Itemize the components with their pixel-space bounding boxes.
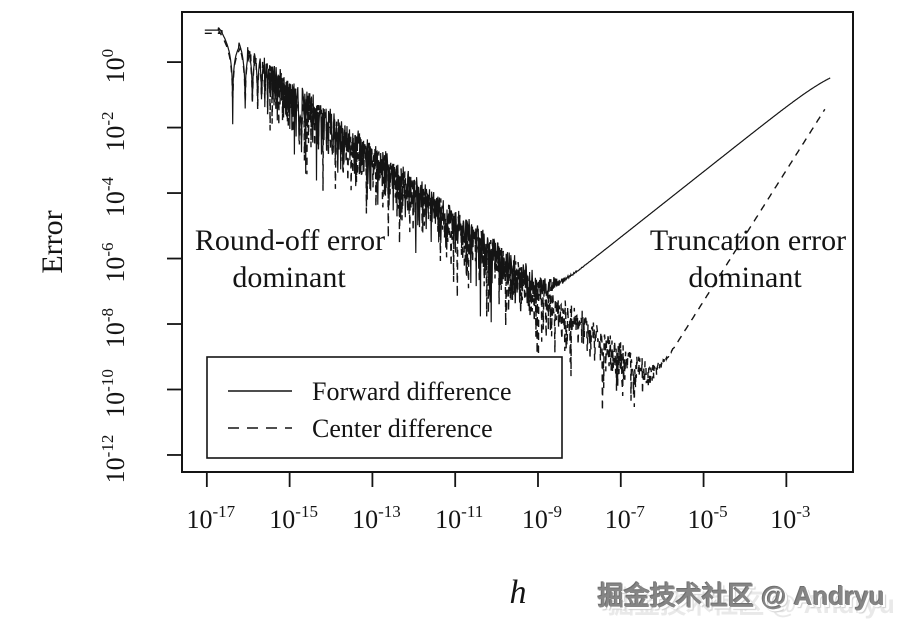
watermark: 掘金技术社区 @ Andryu 掘金技术社区 @ Andryu <box>598 576 898 620</box>
watermark-ghost-text: 掘金技术社区 @ Andryu <box>608 589 895 619</box>
watermark-text: 掘金技术社区 @ Andryu <box>598 581 885 611</box>
y-tick-label: 10-8 <box>98 308 130 348</box>
x-tick-label: 10-7 <box>605 502 646 534</box>
y-tick-label: 10-4 <box>98 176 130 217</box>
annotation-truncation: Truncation error dominant <box>650 224 846 294</box>
legend-label-center: Center difference <box>312 414 493 443</box>
y-tick-label: 10-10 <box>98 369 130 418</box>
x-tick-label: 10-11 <box>435 502 483 534</box>
y-tick-label: 10-12 <box>98 435 130 484</box>
y-tick-label: 10-6 <box>98 242 130 282</box>
x-tick-label: 10-3 <box>770 502 810 534</box>
y-tick-label: 10-2 <box>98 111 130 151</box>
annotation-roundoff: Round-off error dominant <box>195 224 385 294</box>
y-tick-label: 100 <box>98 49 130 84</box>
x-tick-label: 10-15 <box>269 502 318 534</box>
x-tick-label: 10-13 <box>352 502 401 534</box>
x-axis-label: h <box>510 574 527 611</box>
x-tick-label: 10-9 <box>522 502 562 534</box>
x-tick-label: 10-17 <box>187 502 236 534</box>
curves-layer <box>204 27 831 412</box>
x-tick-label: 10-5 <box>687 502 727 534</box>
legend: Forward difference Center difference <box>206 356 563 459</box>
annotation-truncation-line2: dominant <box>688 261 802 294</box>
plot-border <box>181 11 854 473</box>
annotation-roundoff-line1: Round-off error <box>195 224 385 257</box>
annotation-roundoff-line2: dominant <box>232 261 346 294</box>
legend-box <box>206 356 563 459</box>
y-axis-label: Error <box>36 210 69 273</box>
annotation-truncation-line1: Truncation error <box>650 224 846 257</box>
legend-label-forward: Forward difference <box>312 377 511 406</box>
series-center-difference <box>204 29 826 412</box>
